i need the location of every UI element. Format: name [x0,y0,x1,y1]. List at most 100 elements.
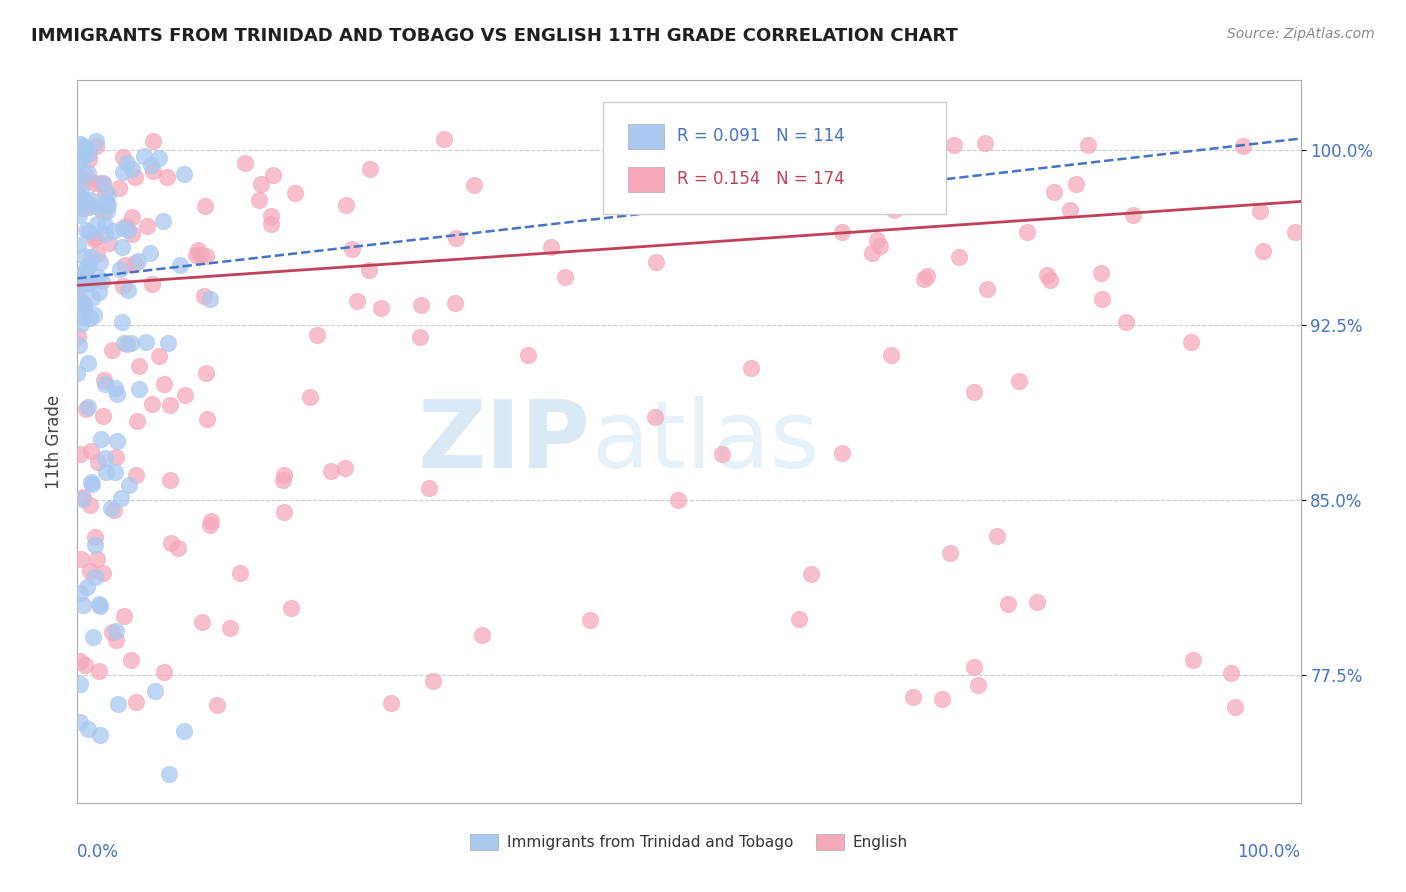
Point [89,599,111,613]
Point [72,144,94,158]
Point [173,168,195,182]
Text: IMMIGRANTS FROM TRINIDAD AND TOBAGO VS ENGLISH 11TH GRADE CORRELATION CHART: IMMIGRANTS FROM TRINIDAD AND TOBAGO VS E… [31,27,957,45]
Point [139,157,162,171]
Point [1026,595,1049,609]
Text: 0.0%: 0.0% [77,843,120,861]
FancyBboxPatch shape [603,102,946,214]
Point [139,246,162,260]
Point [76,722,98,736]
Point [97,186,120,201]
Point [111,165,134,179]
Point [66,366,89,380]
Point [69,676,91,690]
Point [69,136,91,151]
Point [666,493,689,508]
Point [1284,225,1306,239]
Point [711,447,734,461]
Point [111,315,134,329]
Point [83,230,105,244]
Point [79,311,101,326]
Point [740,361,762,376]
Point [67,337,90,351]
Point [77,166,100,180]
Point [167,541,190,555]
Point [83,176,105,190]
Point [115,219,138,233]
Point [1180,335,1202,350]
Point [124,256,146,270]
Point [105,386,128,401]
Point [103,503,125,517]
Point [112,278,135,293]
Point [67,189,90,203]
Point [66,279,89,293]
Point [193,289,215,303]
Point [87,597,110,611]
Point [77,276,100,290]
Point [87,200,110,214]
Point [89,176,111,190]
Point [157,767,180,781]
Point [205,698,228,713]
Point [66,329,89,343]
Point [357,263,380,277]
Text: atlas: atlas [591,395,820,488]
Point [517,348,540,362]
Point [125,695,148,709]
Point [120,335,142,350]
Point [787,612,810,626]
Point [433,131,456,145]
Point [72,138,94,153]
Point [903,690,925,705]
Point [69,447,91,461]
Point [105,434,128,448]
Point [87,269,110,284]
Point [153,376,176,391]
Point [70,317,93,331]
Point [89,285,111,300]
Point [82,291,104,305]
Point [104,624,127,638]
Point [1232,139,1254,153]
Point [75,194,97,208]
Point [917,268,939,283]
Point [174,388,197,402]
Point [644,409,666,424]
Point [273,468,295,483]
Text: 100.0%: 100.0% [1237,843,1301,861]
Point [80,193,103,207]
Point [127,254,149,268]
Point [77,356,100,370]
Point [120,653,142,667]
Point [768,181,790,195]
Point [67,200,90,214]
Point [187,243,209,257]
Point [1249,204,1271,219]
Point [117,222,139,236]
Point [948,250,970,264]
Point [1064,178,1087,192]
Point [76,580,98,594]
Point [942,138,965,153]
Point [756,156,779,170]
Point [125,467,148,482]
Point [1122,208,1144,222]
Point [94,185,117,199]
Point [141,397,163,411]
Point [335,198,357,212]
Point [79,225,101,239]
Point [173,723,195,738]
Point [75,142,97,156]
Point [94,218,117,232]
Point [157,336,180,351]
Point [117,283,139,297]
Point [93,373,115,387]
Point [132,148,155,162]
Point [79,498,101,512]
Point [963,385,986,400]
Point [271,473,294,487]
Point [1251,244,1274,258]
Point [195,411,218,425]
Point [111,240,134,254]
Point [260,217,283,231]
